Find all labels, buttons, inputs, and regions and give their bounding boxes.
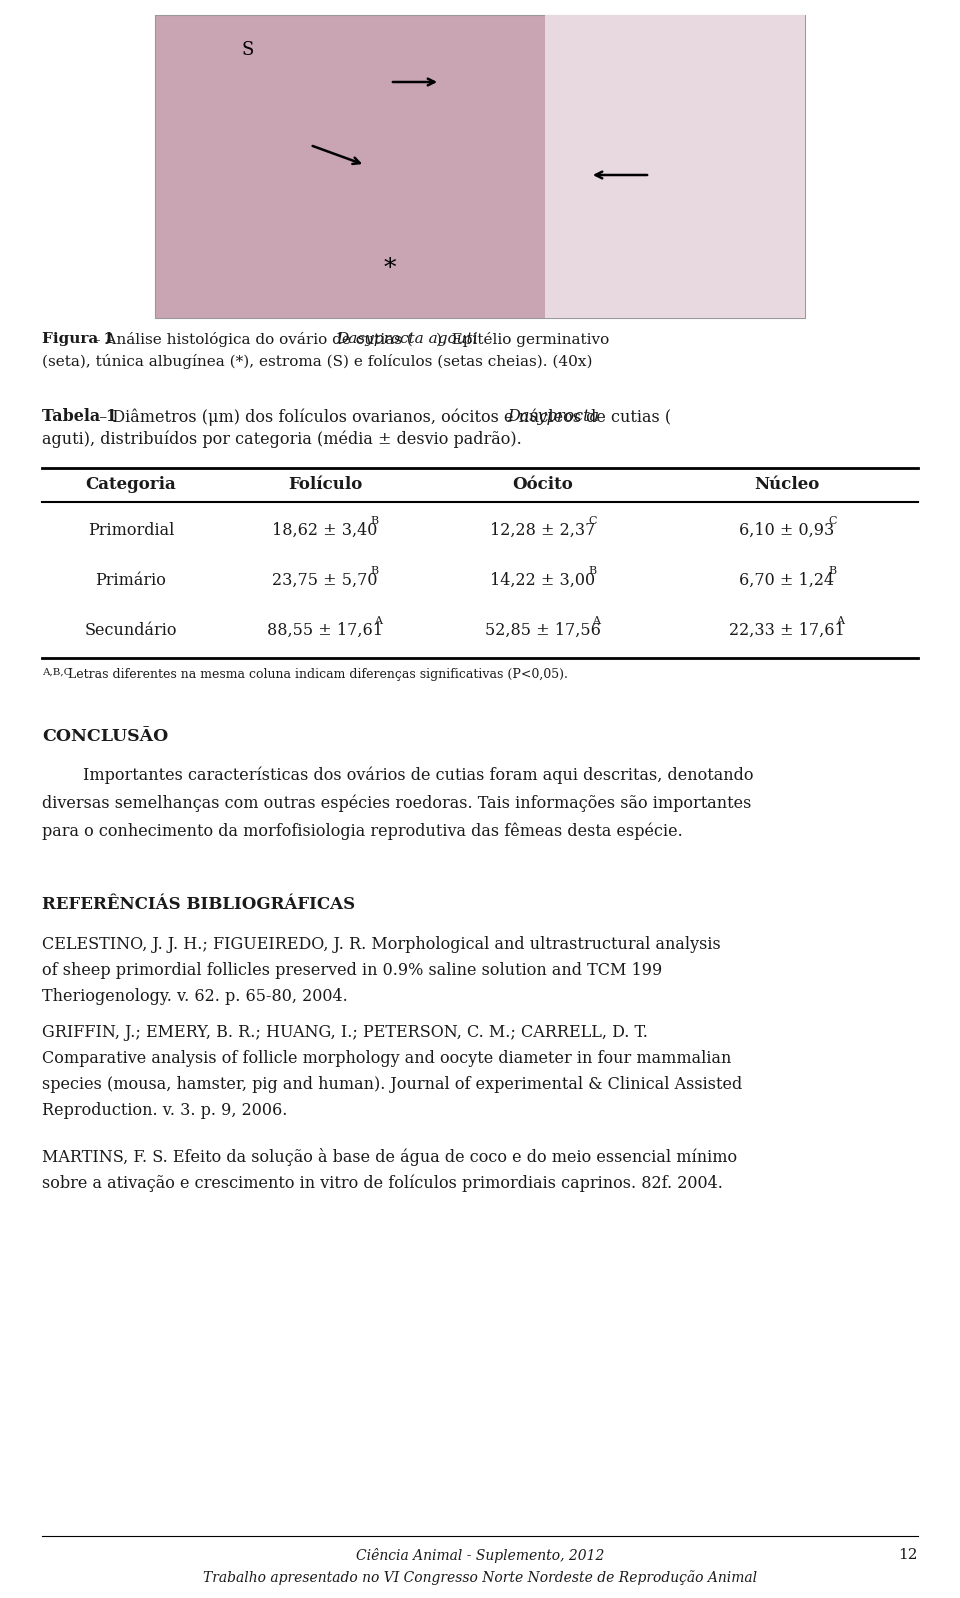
Text: A: A [836,615,844,626]
Text: Comparative analysis of follicle morphology and oocyte diameter in four mammalia: Comparative analysis of follicle morphol… [42,1050,732,1067]
Text: sobre a ativação e crescimento in vitro de folículos primordiais caprinos. 82f. : sobre a ativação e crescimento in vitro … [42,1175,723,1192]
Text: Primordial: Primordial [87,523,174,539]
Text: 14,22 ± 3,00: 14,22 ± 3,00 [490,572,595,590]
Text: of sheep primordial follicles preserved in 0.9% saline solution and TCM 199: of sheep primordial follicles preserved … [42,962,662,980]
Text: A,B,C: A,B,C [42,668,72,678]
Text: S: S [242,42,254,59]
Text: 6,70 ± 1,24: 6,70 ± 1,24 [739,572,834,590]
Text: A: A [592,615,600,626]
Text: Importantes características dos ovários de cutias foram aqui descritas, denotand: Importantes características dos ovários … [42,765,754,783]
Text: Figura 1: Figura 1 [42,332,114,347]
Text: 23,75 ± 5,70: 23,75 ± 5,70 [273,572,377,590]
Text: 12: 12 [899,1548,918,1561]
Text: CONCLUSÃO: CONCLUSÃO [42,729,168,745]
Text: Secundário: Secundário [84,622,178,639]
Text: – Diâmetros (μm) dos folículos ovarianos, oócitos e núcleos de cutias (: – Diâmetros (μm) dos folículos ovarianos… [94,407,671,425]
Text: – Análise histológica do ovário de cutias (: – Análise histológica do ovário de cutia… [88,332,413,347]
Text: Núcleo: Núcleo [754,476,819,494]
Text: Theriogenology. v. 62. p. 65-80, 2004.: Theriogenology. v. 62. p. 65-80, 2004. [42,988,348,1005]
Text: B: B [828,566,836,575]
Text: Dasyprocta: Dasyprocta [507,407,599,425]
Text: 52,85 ± 17,56: 52,85 ± 17,56 [485,622,600,639]
Text: Trabalho apresentado no VI Congresso Norte Nordeste de Reprodução Animal: Trabalho apresentado no VI Congresso Nor… [203,1569,757,1585]
Text: 12,28 ± 2,37: 12,28 ± 2,37 [490,523,595,539]
Text: 6,10 ± 0,93: 6,10 ± 0,93 [739,523,834,539]
Text: Letras diferentes na mesma coluna indicam diferenças significativas (P<0,05).: Letras diferentes na mesma coluna indica… [64,668,568,681]
Text: C: C [828,516,837,526]
Text: 88,55 ± 17,61: 88,55 ± 17,61 [267,622,383,639]
Bar [545,14,805,318]
Text: MARTINS, F. S. Efeito da solução à base de água de coco e do meio essencial míni: MARTINS, F. S. Efeito da solução à base … [42,1147,737,1167]
Text: aguti), distribuídos por categoria (média ± desvio padrão).: aguti), distribuídos por categoria (médi… [42,430,521,447]
Text: (seta), túnica albugínea (*), estroma (S) e folículos (setas cheias). (40x): (seta), túnica albugínea (*), estroma (S… [42,355,592,369]
Text: Tabela 1: Tabela 1 [42,407,117,425]
Text: Oócito: Oócito [512,476,573,494]
Text: REFERÊNCIÁS BIBLIOGRÁFICAS: REFERÊNCIÁS BIBLIOGRÁFICAS [42,896,355,912]
Text: species (mousa, hamster, pig and human). Journal of experimental & Clinical Assi: species (mousa, hamster, pig and human).… [42,1075,742,1093]
Text: B: B [371,566,379,575]
Text: Ciência Animal - Suplemento, 2012: Ciência Animal - Suplemento, 2012 [356,1548,604,1563]
Bar [155,14,805,318]
Text: *: * [384,257,396,280]
Text: A: A [374,615,382,626]
Text: GRIFFIN, J.; EMERY, B. R.; HUANG, I.; PETERSON, C. M.; CARRELL, D. T.: GRIFFIN, J.; EMERY, B. R.; HUANG, I.; PE… [42,1024,648,1040]
Text: Folículo: Folículo [288,476,362,494]
Text: ). Epitélio germinativo: ). Epitélio germinativo [436,332,610,347]
Text: diversas semelhanças com outras espécies roedoras. Tais informações são importan: diversas semelhanças com outras espécies… [42,794,752,812]
Text: Reproduction. v. 3. p. 9, 2006.: Reproduction. v. 3. p. 9, 2006. [42,1103,287,1119]
Text: 18,62 ± 3,40: 18,62 ± 3,40 [273,523,377,539]
Text: Primário: Primário [96,572,166,590]
Text: B: B [371,516,379,526]
Text: B: B [588,566,596,575]
Text: Categoria: Categoria [85,476,177,494]
Text: C: C [588,516,596,526]
Text: 22,33 ± 17,61: 22,33 ± 17,61 [729,622,845,639]
Text: CELESTINO, J. J. H.; FIGUEIREDO, J. R. Morphological and ultrastructural analysi: CELESTINO, J. J. H.; FIGUEIREDO, J. R. M… [42,936,721,952]
Text: para o conhecimento da morfofisiologia reprodutiva das fêmeas desta espécie.: para o conhecimento da morfofisiologia r… [42,821,683,839]
Text: Dasyprocta agouti: Dasyprocta agouti [336,332,477,347]
